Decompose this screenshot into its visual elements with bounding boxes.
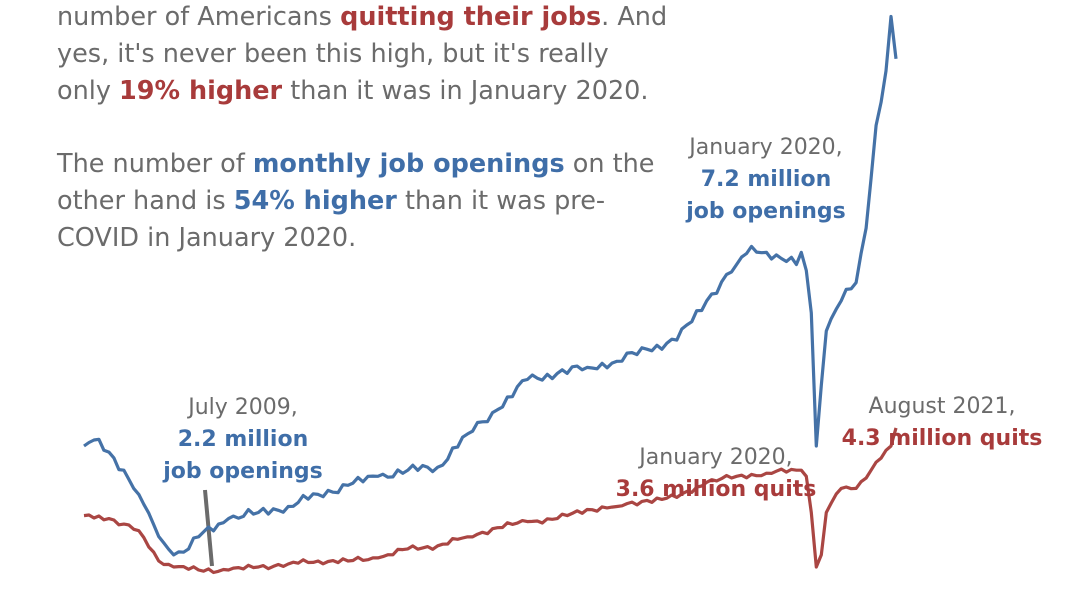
p2-text-c: other hand is bbox=[57, 186, 234, 216]
annotation-jan2020-openings-label: job openings bbox=[686, 199, 846, 224]
annotation-jul2009-value: 2.2 million bbox=[177, 427, 309, 452]
p1-text-a: number of Americans bbox=[57, 2, 341, 32]
series-line-quits bbox=[83, 427, 898, 575]
annotation-jul2009: July 2009, 2.2 million job openings bbox=[163, 392, 323, 488]
p2-text-d: than it was pre- bbox=[396, 186, 606, 216]
p1-text-e: than it was in January 2020. bbox=[282, 76, 649, 106]
series-line-job-openings bbox=[83, 14, 898, 557]
p2-text-b: on the bbox=[564, 149, 655, 179]
p1-quitting-highlight: quitting their jobs bbox=[340, 2, 602, 32]
annotation-jan2020-quits-value: 3.6 million quits bbox=[615, 477, 817, 502]
annotation-jan2020-quits-date: January 2020, bbox=[639, 445, 793, 470]
intro-paragraph-quits: number of Americans quitting their jobs.… bbox=[57, 0, 667, 110]
annotation-jan2020-openings: January 2020, 7.2 million job openings bbox=[686, 132, 846, 228]
p1-text-d: only bbox=[57, 76, 120, 106]
annotation-aug2021-date: August 2021, bbox=[868, 394, 1016, 419]
annotation-jul2009-date: July 2009, bbox=[188, 395, 298, 420]
annotation-jan2020-openings-value: 7.2 million bbox=[700, 167, 832, 192]
p2-text-e: COVID in January 2020. bbox=[57, 223, 357, 253]
p1-text-b: . And bbox=[601, 2, 668, 32]
annotation-aug2021-quits: August 2021, 4.3 million quits bbox=[842, 391, 1043, 455]
p2-openings-highlight: monthly job openings bbox=[252, 149, 565, 179]
p1-pct-highlight: 19% higher bbox=[119, 76, 283, 106]
annotation-jan2020-openings-date: January 2020, bbox=[689, 135, 843, 160]
p2-pct-highlight: 54% higher bbox=[233, 186, 397, 216]
p2-text-a: The number of bbox=[57, 149, 253, 179]
intro-paragraph-openings: The number of monthly job openings on th… bbox=[57, 146, 657, 257]
annotation-jul2009-label: job openings bbox=[163, 459, 323, 484]
annotation-aug2021-value: 4.3 million quits bbox=[841, 426, 1043, 451]
p1-text-c: yes, it's never been this high, but it's… bbox=[57, 39, 609, 69]
annotation-jan2020-quits: January 2020, 3.6 million quits bbox=[616, 442, 817, 506]
